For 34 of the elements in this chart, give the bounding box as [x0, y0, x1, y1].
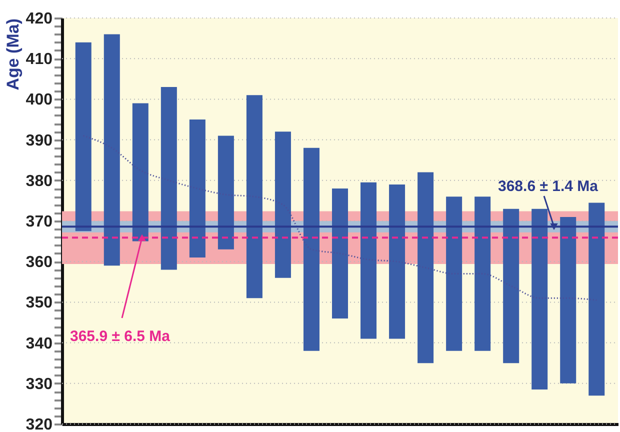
- y-tick-label: 320: [26, 416, 53, 432]
- bar: [218, 136, 234, 250]
- y-axis-title: Age (Ma): [4, 18, 22, 90]
- bar: [189, 120, 206, 258]
- bar: [75, 42, 92, 232]
- y-tick-label: 330: [26, 376, 53, 393]
- y-tick-label: 390: [26, 132, 53, 150]
- bar: [132, 103, 148, 242]
- line-series: [82, 134, 598, 301]
- bar: [389, 184, 406, 339]
- y-tick-label: 400: [26, 92, 53, 109]
- y-tick-label: 420: [26, 10, 53, 28]
- y-tick-label: 380: [26, 172, 53, 190]
- bar: [418, 172, 434, 364]
- bar: [332, 188, 348, 318]
- bar: [360, 182, 377, 339]
- bar: [588, 202, 605, 396]
- bar: [446, 196, 462, 351]
- y-tick-label: 410: [26, 51, 53, 68]
- bar: [246, 95, 262, 298]
- y-tick-label: 340: [26, 335, 53, 352]
- y-tick-label: 350: [26, 294, 53, 312]
- ref-line-label: 365.9 ± 6.5 Ma: [70, 328, 171, 345]
- bar: [160, 87, 177, 270]
- bar: [303, 148, 320, 351]
- y-tick-label: 370: [26, 214, 53, 230]
- bar: [560, 216, 576, 384]
- bar: [532, 208, 548, 390]
- ref-line-label: 368.6 ± 1.4 Ma: [498, 178, 599, 195]
- bar: [503, 208, 520, 364]
- bar: [104, 34, 120, 266]
- bar: [274, 132, 291, 278]
- bar: [474, 196, 491, 351]
- y-tick-label: 360: [26, 254, 53, 272]
